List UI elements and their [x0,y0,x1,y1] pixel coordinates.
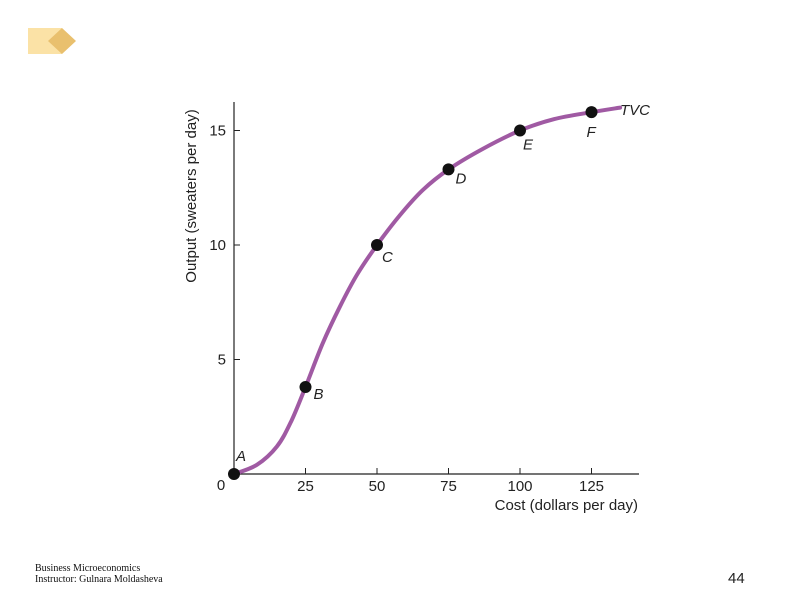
y-axis-title: Output (sweaters per day) [183,109,200,282]
point-d [442,163,455,176]
x-tick-label: 75 [440,478,457,495]
x-tick-label: 100 [507,478,532,495]
point-a [228,468,240,480]
footer-instructor: Instructor: Gulnara Moldasheva [35,574,163,585]
chart-ticks: 25 50 75 100 125 5 10 15 [209,123,604,496]
point-label-b: B [314,386,324,403]
series-label-tvc: TVC [620,102,650,119]
y-tick-label: 10 [209,237,226,254]
point-b [299,380,312,393]
footer: Business Microeconomics Instructor: Guln… [35,563,163,585]
tvc-curve [232,105,623,476]
x-tick-label: 125 [579,478,604,495]
point-label-c: C [382,249,393,266]
point-label-e: E [523,137,534,154]
point-c [371,239,383,251]
point-label-d: D [456,170,467,187]
tvc-points-layer: A B C D E F [228,106,598,480]
x-axis-title: Cost (dollars per day) [495,497,638,514]
point-label-f: F [587,124,597,141]
point-e [514,124,526,137]
chart-axes [233,102,639,475]
footer-course: Business Microeconomics [35,563,141,574]
x-tick-label: 50 [369,478,386,495]
x-tick-label: 25 [297,478,314,495]
point-f [585,106,598,119]
y-tick-label: 15 [209,123,226,140]
page-number: 44 [728,570,745,587]
origin-label: 0 [217,477,225,494]
point-label-a: A [235,448,246,465]
y-tick-label: 5 [218,352,226,369]
slide-decoration-icon [28,28,76,54]
tvc-curve-layer [232,105,623,476]
